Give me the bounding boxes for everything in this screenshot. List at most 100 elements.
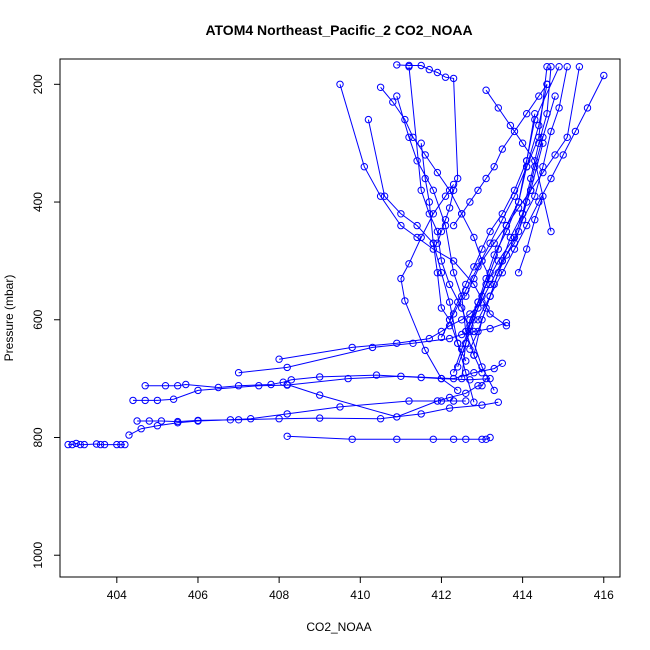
data-point [234, 416, 243, 424]
data-point [129, 396, 137, 405]
data-point [543, 110, 551, 118]
data-point [486, 280, 494, 289]
data-point [462, 327, 470, 336]
data-point [401, 297, 409, 305]
data-point [478, 401, 486, 409]
plot-frame [59, 58, 621, 578]
series-25 [482, 86, 555, 277]
data-point [482, 280, 490, 289]
data-point [531, 157, 539, 165]
data-point [490, 163, 498, 171]
data-point [449, 269, 458, 277]
data-point [247, 415, 255, 423]
data-point [470, 233, 478, 242]
data-point [547, 174, 555, 183]
data-point [482, 274, 490, 283]
data-point [445, 280, 454, 289]
data-point [368, 343, 377, 352]
series-line [396, 64, 459, 244]
data-point [563, 133, 571, 142]
data-point [445, 186, 454, 195]
data-point [437, 257, 446, 265]
x-tick-label: 406 [188, 588, 208, 602]
data-point [433, 397, 442, 405]
data-point [316, 414, 324, 422]
data-point [478, 257, 486, 265]
data-point [437, 374, 446, 383]
data-point [425, 210, 433, 218]
data-point [348, 343, 356, 352]
data-point [494, 257, 502, 265]
data-point [506, 233, 515, 242]
data-point [441, 216, 450, 224]
data-point [523, 157, 531, 165]
data-point [425, 198, 433, 206]
series-line [457, 84, 548, 368]
data-point [535, 139, 543, 147]
data-point [429, 435, 437, 443]
data-point [174, 382, 182, 390]
data-point [523, 198, 531, 206]
data-point [449, 435, 458, 443]
data-point [498, 257, 506, 265]
data-point [393, 339, 401, 347]
y-tick-label: 400 [31, 192, 45, 212]
data-point [174, 417, 182, 426]
series-13 [364, 115, 478, 406]
data-point [137, 425, 145, 433]
data-point [600, 71, 608, 80]
data-point [523, 163, 531, 171]
data-point [214, 383, 223, 392]
data-point [486, 310, 494, 318]
data-point [141, 382, 149, 390]
data-point [234, 382, 243, 390]
series-15 [405, 62, 498, 395]
data-point [474, 186, 482, 195]
series-line [400, 184, 458, 391]
data-point [113, 440, 121, 449]
series-line [477, 75, 605, 321]
series-line [485, 89, 552, 273]
data-point [397, 210, 405, 218]
data-point [498, 145, 506, 153]
data-point [478, 435, 486, 443]
data-point [417, 410, 425, 418]
data-point [535, 133, 543, 142]
y-tick-label: 800 [31, 427, 45, 447]
data-point [389, 98, 397, 106]
data-point [523, 221, 531, 230]
data-point [449, 369, 458, 377]
data-point [462, 339, 470, 347]
data-point [466, 322, 474, 330]
data-point [547, 62, 555, 71]
data-point [405, 133, 413, 142]
series-line [137, 401, 499, 423]
series-7 [283, 374, 490, 421]
data-point [437, 304, 446, 312]
data-point [539, 168, 547, 177]
data-point [283, 432, 291, 440]
data-point [425, 65, 433, 74]
data-point [445, 393, 454, 402]
data-point [555, 104, 563, 112]
data-point [454, 174, 462, 183]
y-tick-label: 600 [31, 309, 45, 329]
data-point [421, 346, 429, 355]
data-point [478, 316, 486, 324]
data-point [437, 269, 446, 277]
data-point [514, 269, 523, 277]
data-point [462, 397, 470, 405]
data-point [502, 227, 511, 236]
series-line [133, 362, 503, 401]
data-point [462, 389, 470, 397]
series-line [453, 113, 536, 373]
data-point [267, 380, 275, 389]
data-point [454, 363, 462, 371]
data-point [470, 274, 478, 283]
series-8 [234, 319, 511, 377]
data-point [433, 168, 442, 177]
data-point [506, 121, 515, 130]
data-point [494, 245, 502, 253]
data-point [486, 274, 494, 283]
